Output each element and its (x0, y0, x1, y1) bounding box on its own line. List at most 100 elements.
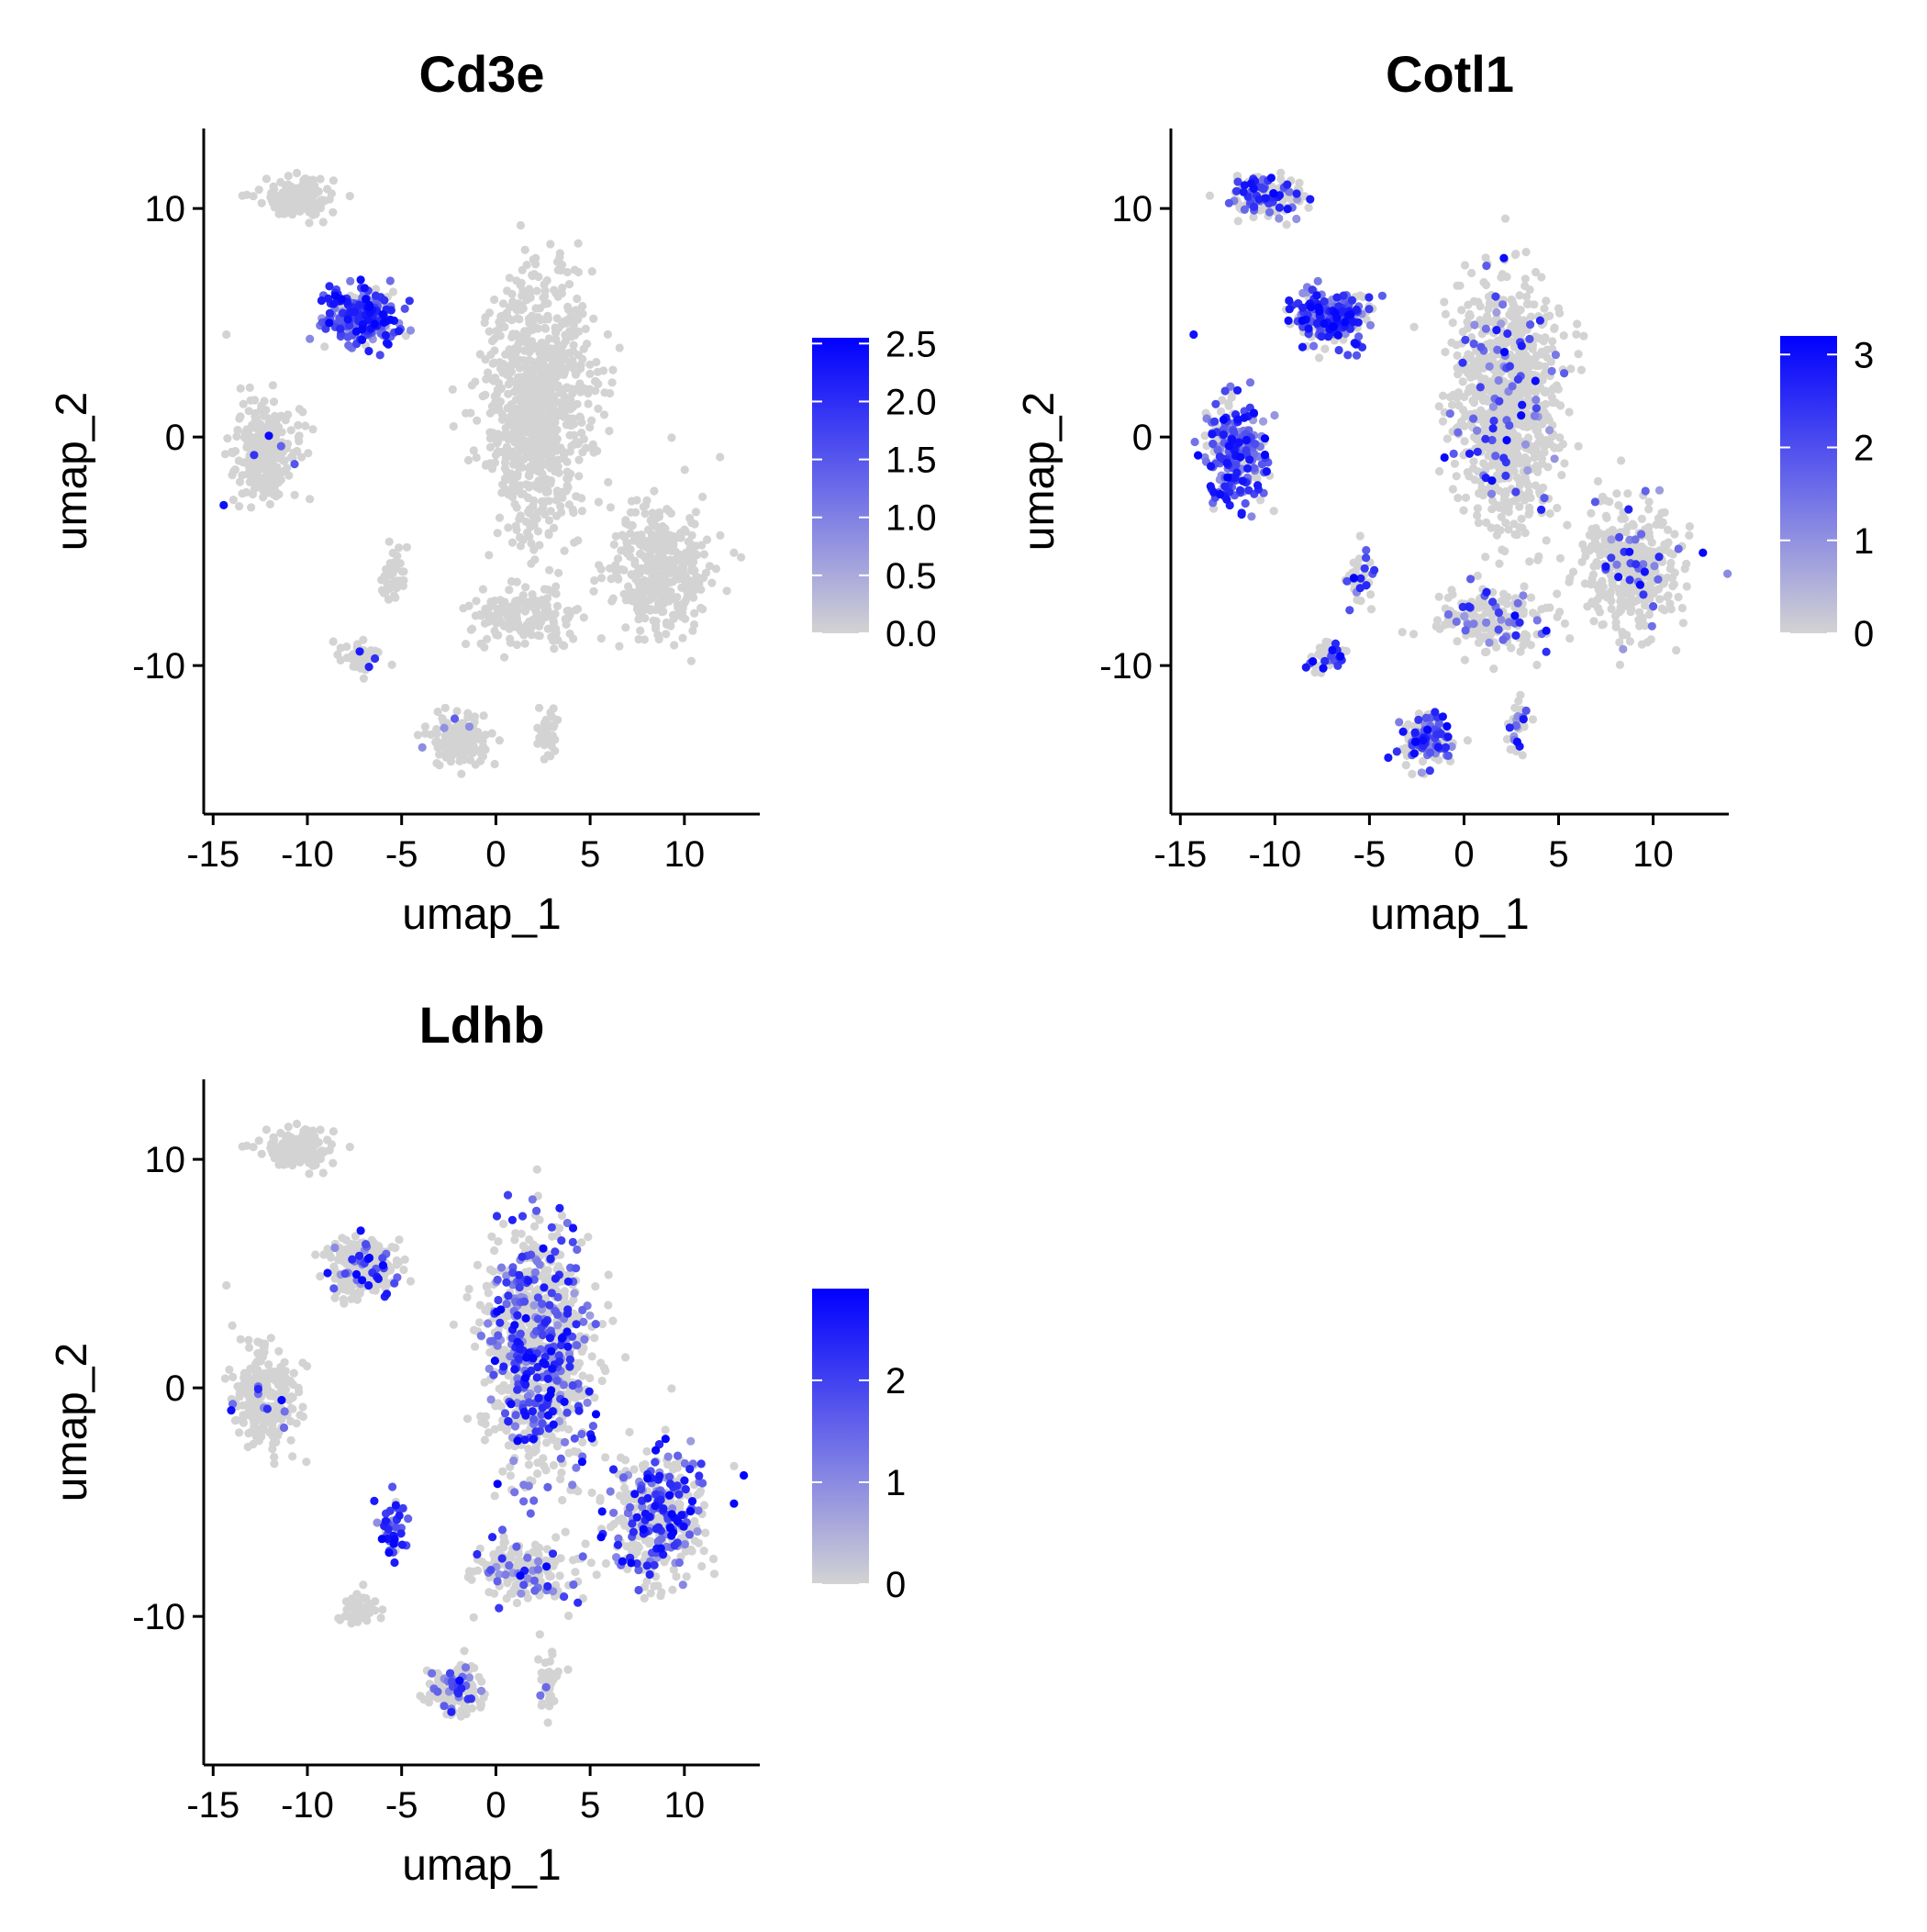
legend-tick-label: 1.5 (886, 441, 937, 481)
cell-point (1512, 310, 1520, 318)
cell-point (1593, 562, 1601, 570)
cell-point (223, 434, 231, 442)
y-axis-label: umap_2 (48, 392, 96, 551)
cell-point (1553, 504, 1561, 512)
cell-point (1520, 582, 1528, 590)
cell-point (1549, 398, 1557, 407)
cell-point (573, 295, 581, 303)
cell-point (494, 430, 502, 438)
cell-point (1261, 451, 1269, 459)
cell-point (465, 743, 473, 752)
cell-point (1491, 452, 1499, 460)
cell-point (465, 602, 473, 610)
cell-point (1270, 411, 1278, 419)
cell-point (1410, 749, 1419, 757)
cell-point (666, 578, 674, 586)
legend-color-bar (1780, 336, 1837, 633)
cell-point (1498, 636, 1507, 644)
cell-point (1686, 522, 1694, 530)
cell-point (600, 410, 608, 419)
cell-point (309, 211, 317, 219)
cell-point (565, 327, 574, 335)
cell-point (501, 351, 509, 359)
cell-point (266, 500, 274, 508)
cell-point (273, 463, 281, 471)
cell-point (371, 319, 379, 328)
cell-point (1480, 418, 1488, 426)
cell-point (1233, 386, 1242, 395)
cell-point (1678, 604, 1687, 612)
cell-point (372, 292, 380, 300)
cell-point (1292, 215, 1300, 223)
cell-point (1447, 339, 1455, 347)
cell-point (1590, 600, 1598, 609)
cell-point (540, 604, 549, 612)
cell-point (527, 540, 535, 548)
cell-point (1638, 641, 1646, 649)
cell-point (1473, 427, 1481, 435)
cell-point (558, 261, 566, 269)
cell-point (540, 390, 548, 398)
cell-point (621, 623, 629, 631)
cell-point (1489, 417, 1498, 425)
cell-point (1552, 351, 1560, 359)
cell-point (1439, 392, 1447, 400)
cell-point (221, 450, 229, 458)
x-tick-label: 0 (485, 834, 506, 875)
cell-point (521, 363, 529, 372)
cell-point (284, 1122, 293, 1131)
cell-point (362, 295, 370, 303)
cell-point (643, 582, 652, 590)
cell-point (533, 740, 541, 748)
cell-point (551, 383, 559, 391)
cell-point (488, 464, 496, 473)
cell-point (472, 597, 480, 605)
cell-point (1532, 404, 1541, 412)
cell-point (1494, 337, 1502, 345)
cell-point (1409, 630, 1418, 638)
cell-point (277, 442, 285, 451)
cell-point (1370, 566, 1378, 575)
cell-point (1366, 321, 1375, 329)
x-tick-label: -15 (186, 834, 239, 875)
cell-point (1563, 521, 1571, 530)
cell-point (582, 444, 590, 452)
legend-tick-label: 3 (1854, 335, 1874, 375)
cell-point (462, 409, 470, 418)
cell-point (548, 713, 556, 721)
cell-point (558, 289, 566, 297)
cell-point (507, 333, 516, 341)
cell-point (1513, 443, 1521, 452)
cell-point (1510, 611, 1519, 620)
cell-point (401, 305, 409, 313)
cell-point (578, 507, 586, 515)
cell-point (1473, 393, 1481, 401)
x-tick-label: 10 (1632, 834, 1674, 875)
cell-point (658, 587, 666, 596)
cell-point (1523, 300, 1532, 308)
cell-point (397, 576, 406, 585)
cell-point (580, 613, 588, 621)
cell-point (284, 172, 293, 180)
cell-point (308, 425, 317, 433)
cell-point (585, 361, 594, 369)
cell-point (1488, 597, 1497, 606)
cell-point (1247, 179, 1255, 187)
cell-point (414, 731, 422, 739)
cell-point (304, 449, 312, 457)
cell-point (659, 527, 667, 535)
cell-point (344, 315, 352, 323)
cell-point (1543, 648, 1551, 656)
cell-point (545, 462, 553, 470)
cell-point (519, 408, 528, 416)
cell-point (1594, 477, 1602, 486)
cell-point (346, 277, 354, 285)
cell-point (597, 574, 606, 582)
cell-point (1259, 418, 1267, 426)
cell-point (540, 382, 548, 390)
cell-point (1521, 441, 1530, 449)
cell-point (1589, 617, 1598, 625)
cell-point (1545, 426, 1554, 434)
cell-point (1522, 707, 1531, 715)
